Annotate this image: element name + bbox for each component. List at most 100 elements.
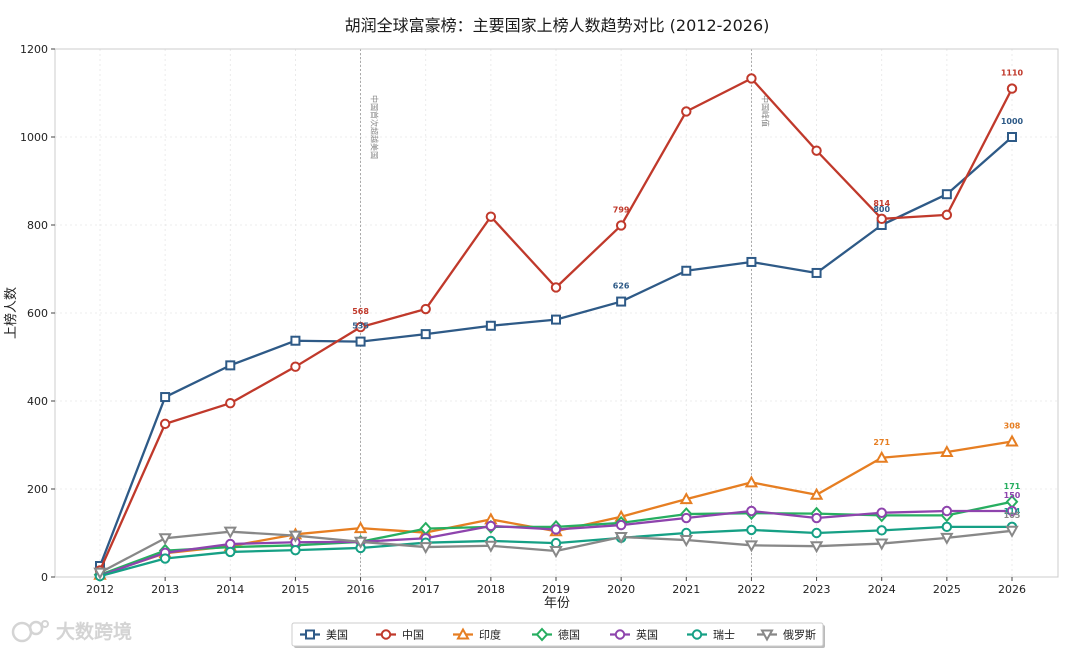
- legend-swatch-marker: [535, 627, 549, 642]
- legend-swatch-marker: [614, 629, 626, 640]
- data-point: [1007, 132, 1017, 142]
- data-point: [550, 524, 562, 535]
- data-point: [420, 329, 431, 340]
- legend-item-3: 德国: [532, 628, 580, 642]
- y-tick-label: 1000: [20, 131, 48, 144]
- legend-item-5: 瑞士: [687, 628, 735, 642]
- data-point: [876, 507, 887, 518]
- data-point: [160, 392, 171, 403]
- legend-item-4: 英国: [610, 628, 658, 642]
- data-point: [941, 505, 953, 517]
- data-point: [225, 546, 236, 558]
- legend-item-1: 中国: [376, 629, 424, 642]
- grid: [55, 48, 1058, 578]
- data-point: [811, 145, 822, 156]
- data-label: 171: [1004, 482, 1021, 491]
- x-axis: 2012 2013 2014 2015 2016 2017 2018 2019 2020 2021…: [86, 577, 1026, 596]
- legend-label: 中国: [402, 629, 424, 642]
- data-point: [223, 526, 237, 539]
- x-tick-label: 2016: [347, 583, 375, 596]
- annotation-text: 中国峰值: [760, 95, 770, 127]
- data-label: 105: [1004, 511, 1021, 520]
- data-point: [290, 544, 301, 556]
- data-point: [941, 209, 953, 221]
- legend-label: 英国: [636, 628, 658, 642]
- data-point: [353, 521, 368, 534]
- data-point: [419, 542, 433, 555]
- annotations: 中国首次超越美国 中国峰值: [360, 49, 770, 577]
- legend-swatch-marker: [380, 629, 392, 640]
- data-label: 1110: [1001, 69, 1024, 78]
- data-point: [549, 546, 563, 559]
- data-point: [811, 267, 822, 278]
- y-tick-label: 800: [27, 219, 48, 232]
- data-point: [614, 531, 628, 545]
- data-point: [746, 256, 757, 267]
- data-point: [1005, 434, 1019, 447]
- data-point: [550, 282, 562, 293]
- legend-swatch-marker: [305, 629, 315, 640]
- data-point: [225, 360, 236, 371]
- data-point: [225, 398, 236, 409]
- legend: 美国 中国 印度 德国 英国 瑞士 俄罗斯: [291, 622, 825, 648]
- chart-title: 胡润全球富豪榜：主要国家上榜人数趋势对比 (2012-2026): [345, 16, 770, 35]
- x-tick-label: 2014: [216, 583, 244, 596]
- x-axis-label: 年份: [544, 596, 570, 611]
- series-group: [93, 73, 1019, 582]
- data-point: [940, 444, 954, 458]
- data-point: [355, 336, 366, 347]
- legend-swatch-marker: [691, 629, 703, 640]
- data-point: [159, 418, 171, 430]
- data-point: [681, 512, 692, 524]
- y-axis-label: 上榜人数: [3, 287, 19, 339]
- data-point: [484, 540, 498, 553]
- data-point: [809, 487, 824, 500]
- y-tick-label: 600: [27, 307, 48, 320]
- data-point: [615, 519, 627, 531]
- x-tick-label: 2018: [477, 583, 505, 596]
- x-tick-label: 2022: [737, 583, 765, 596]
- data-point: [679, 535, 693, 548]
- y-tick-label: 1200: [20, 43, 48, 56]
- watermark-text: 大数跨境: [56, 621, 133, 643]
- data-point: [681, 106, 692, 117]
- legend-item-0: 美国: [300, 629, 348, 642]
- data-point: [809, 541, 824, 554]
- legend-swatch-marker: [456, 627, 470, 640]
- y-tick-label: 400: [27, 395, 48, 408]
- data-point: [876, 213, 887, 225]
- data-point: [485, 520, 497, 532]
- data-point: [290, 361, 301, 372]
- data-point: [744, 540, 759, 553]
- y-axis: 0 200 400 600 800 1000 1200: [20, 43, 55, 584]
- x-tick-label: 2019: [542, 583, 570, 596]
- data-point: [159, 553, 171, 564]
- legend-label: 瑞士: [713, 628, 735, 642]
- data-point: [420, 303, 431, 315]
- data-point: [353, 536, 368, 549]
- legend-label: 俄罗斯: [783, 629, 816, 642]
- data-point: [290, 335, 301, 346]
- data-point: [876, 525, 887, 536]
- legend-item-6: 俄罗斯: [757, 629, 816, 642]
- x-tick-label: 2024: [868, 583, 896, 596]
- data-point: [746, 524, 757, 536]
- x-tick-label: 2013: [151, 583, 179, 596]
- data-point: [746, 505, 757, 517]
- data-point: [941, 189, 952, 200]
- data-label: 308: [1004, 421, 1021, 430]
- data-point: [940, 532, 954, 545]
- data-label: 271: [873, 438, 890, 447]
- data-label: 799: [613, 205, 630, 214]
- data-point: [616, 296, 627, 307]
- data-point: [875, 538, 889, 551]
- x-tick-label: 2012: [86, 583, 114, 596]
- data-point: [1006, 83, 1018, 94]
- data-point: [1005, 525, 1019, 538]
- watermark: 大数跨境: [10, 617, 132, 644]
- data-label: 800: [873, 205, 890, 214]
- series-1: [94, 73, 1018, 576]
- data-point: [355, 321, 366, 333]
